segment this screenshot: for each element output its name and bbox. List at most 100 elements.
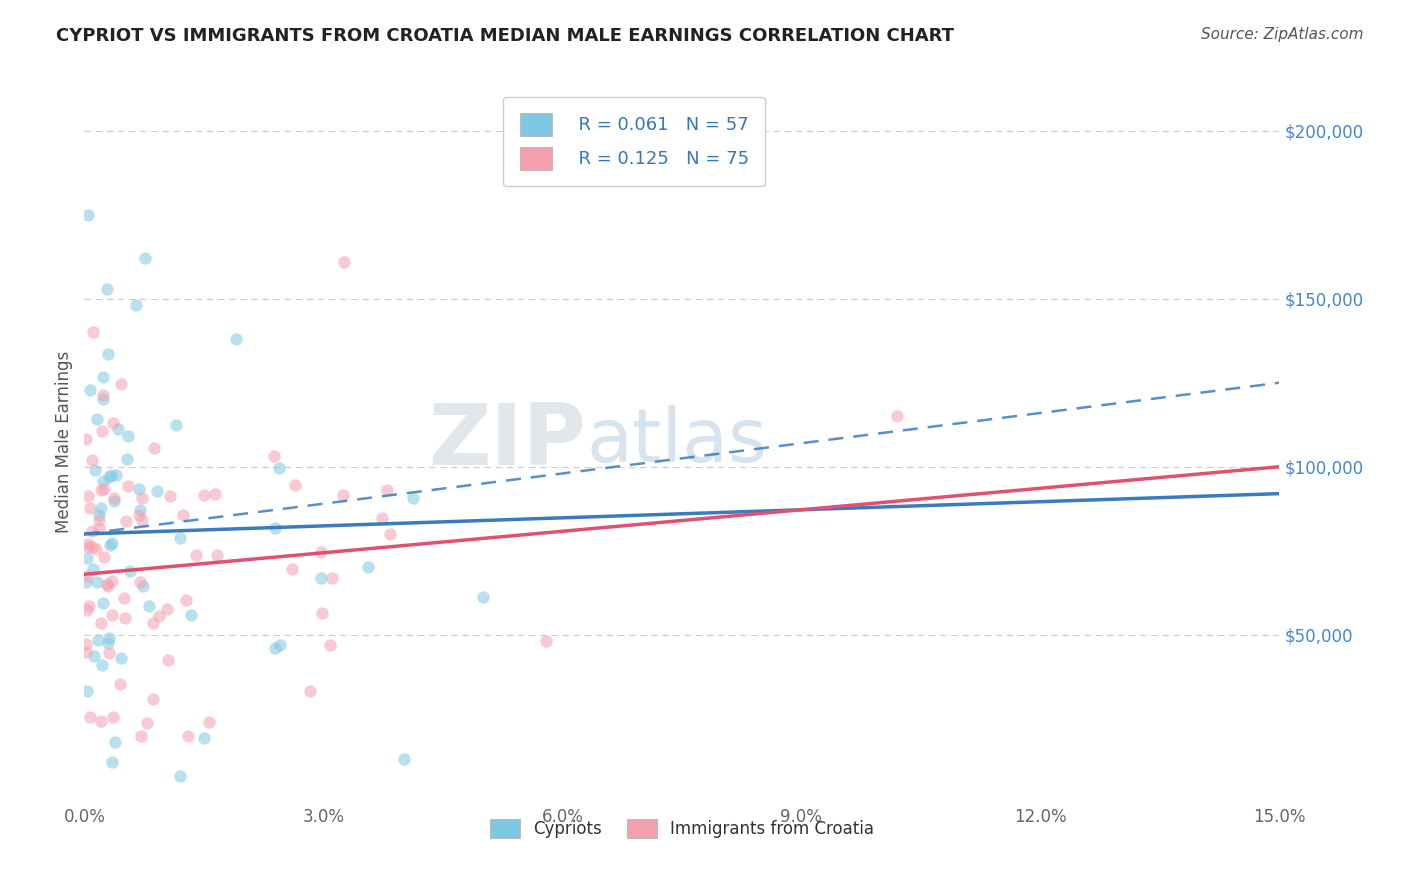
Point <box>156 653 179 667</box>
Point <box>172 508 194 523</box>
Point <box>198 714 221 729</box>
Point <box>284 478 307 492</box>
Point <box>90 657 112 672</box>
Point <box>472 590 495 604</box>
Point <box>76 540 98 554</box>
Point <box>193 488 215 502</box>
Point <box>76 536 98 550</box>
Point <box>299 683 322 698</box>
Point <box>83 648 105 663</box>
Point <box>103 493 125 508</box>
Point <box>115 514 138 528</box>
Point <box>97 631 120 645</box>
Point <box>184 548 207 562</box>
Point <box>536 634 558 648</box>
Point <box>115 452 138 467</box>
Point <box>159 489 181 503</box>
Point <box>101 710 124 724</box>
Point <box>204 487 226 501</box>
Point <box>93 482 115 496</box>
Point <box>80 453 103 467</box>
Point <box>96 577 118 591</box>
Point <box>131 578 153 592</box>
Point <box>148 609 170 624</box>
Point <box>156 602 179 616</box>
Point <box>357 559 380 574</box>
Text: Source: ZipAtlas.com: Source: ZipAtlas.com <box>1201 27 1364 42</box>
Point <box>146 484 169 499</box>
Point <box>75 432 97 446</box>
Point <box>89 521 111 535</box>
Point <box>332 488 354 502</box>
Point <box>108 677 131 691</box>
Point <box>180 607 202 622</box>
Point <box>143 441 166 455</box>
Point <box>117 429 139 443</box>
Point <box>82 540 104 554</box>
Point <box>110 376 132 391</box>
Point <box>93 369 115 384</box>
Point <box>267 461 290 475</box>
Point <box>128 575 150 590</box>
Point <box>79 709 101 723</box>
Point <box>309 545 332 559</box>
Point <box>225 332 247 346</box>
Point <box>96 282 118 296</box>
Point <box>263 521 285 535</box>
Point <box>311 606 333 620</box>
Point <box>142 615 165 630</box>
Point <box>263 449 285 463</box>
Point <box>76 208 98 222</box>
Point <box>82 524 104 538</box>
Point <box>128 482 150 496</box>
Point <box>90 483 112 497</box>
Point <box>103 417 125 431</box>
Point <box>83 463 105 477</box>
Point <box>205 548 228 562</box>
Point <box>91 388 114 402</box>
Point <box>193 731 215 745</box>
Point <box>128 503 150 517</box>
Point <box>129 729 152 743</box>
Point <box>76 551 98 566</box>
Point <box>91 596 114 610</box>
Point <box>114 611 136 625</box>
Point <box>86 542 108 557</box>
Point <box>79 500 101 515</box>
Text: CYPRIOT VS IMMIGRANTS FROM CROATIA MEDIAN MALE EARNINGS CORRELATION CHART: CYPRIOT VS IMMIGRANTS FROM CROATIA MEDIA… <box>56 27 955 45</box>
Point <box>93 549 115 564</box>
Point <box>392 752 415 766</box>
Point <box>134 252 156 266</box>
Point <box>77 489 100 503</box>
Point <box>87 514 110 528</box>
Point <box>97 346 120 360</box>
Point <box>378 527 401 541</box>
Point <box>131 513 153 527</box>
Point <box>79 599 101 614</box>
Point <box>371 511 394 525</box>
Point <box>76 568 98 582</box>
Point <box>79 383 101 397</box>
Point <box>101 536 124 550</box>
Point <box>135 715 157 730</box>
Point <box>87 633 110 648</box>
Point <box>91 474 114 488</box>
Y-axis label: Median Male Earnings: Median Male Earnings <box>55 351 73 533</box>
Point <box>97 579 120 593</box>
Point <box>169 769 191 783</box>
Point <box>75 644 97 658</box>
Point <box>128 508 150 522</box>
Point <box>101 574 124 589</box>
Point <box>75 637 97 651</box>
Point <box>118 564 141 578</box>
Point <box>269 638 291 652</box>
Point <box>886 409 908 424</box>
Point <box>91 425 114 439</box>
Point <box>105 467 128 482</box>
Point <box>138 599 160 613</box>
Point <box>75 575 97 590</box>
Point <box>100 608 122 623</box>
Point <box>76 683 98 698</box>
Point <box>90 616 112 631</box>
Legend: Cypriots, Immigrants from Croatia: Cypriots, Immigrants from Croatia <box>484 813 880 845</box>
